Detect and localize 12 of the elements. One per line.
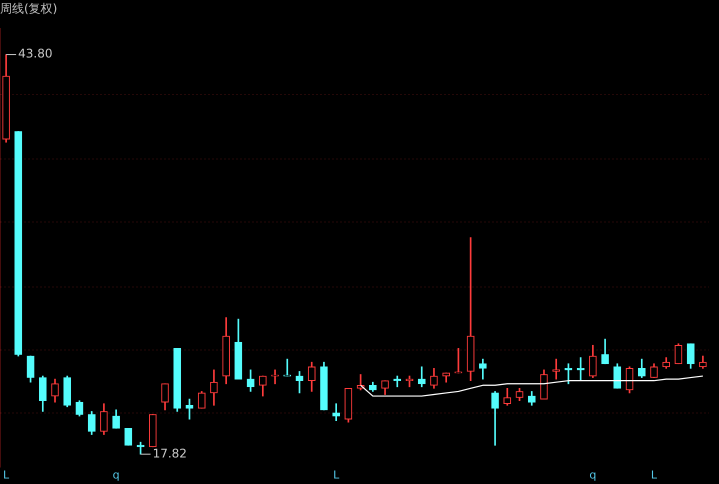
candlestick <box>136 442 144 455</box>
x-tick-label: L <box>650 468 658 482</box>
candlestick <box>186 398 194 420</box>
candlestick <box>271 370 279 384</box>
x-tick-label: L <box>333 468 340 482</box>
chart-title: 周线(复权) <box>0 1 58 16</box>
annotation: 17.82 <box>152 446 187 460</box>
x-tick-label: q <box>112 468 120 482</box>
x-tick-label: L <box>3 468 10 482</box>
candlestick <box>296 371 304 394</box>
annotation: 43.80 <box>18 46 52 61</box>
x-tick-label: q <box>589 468 596 482</box>
